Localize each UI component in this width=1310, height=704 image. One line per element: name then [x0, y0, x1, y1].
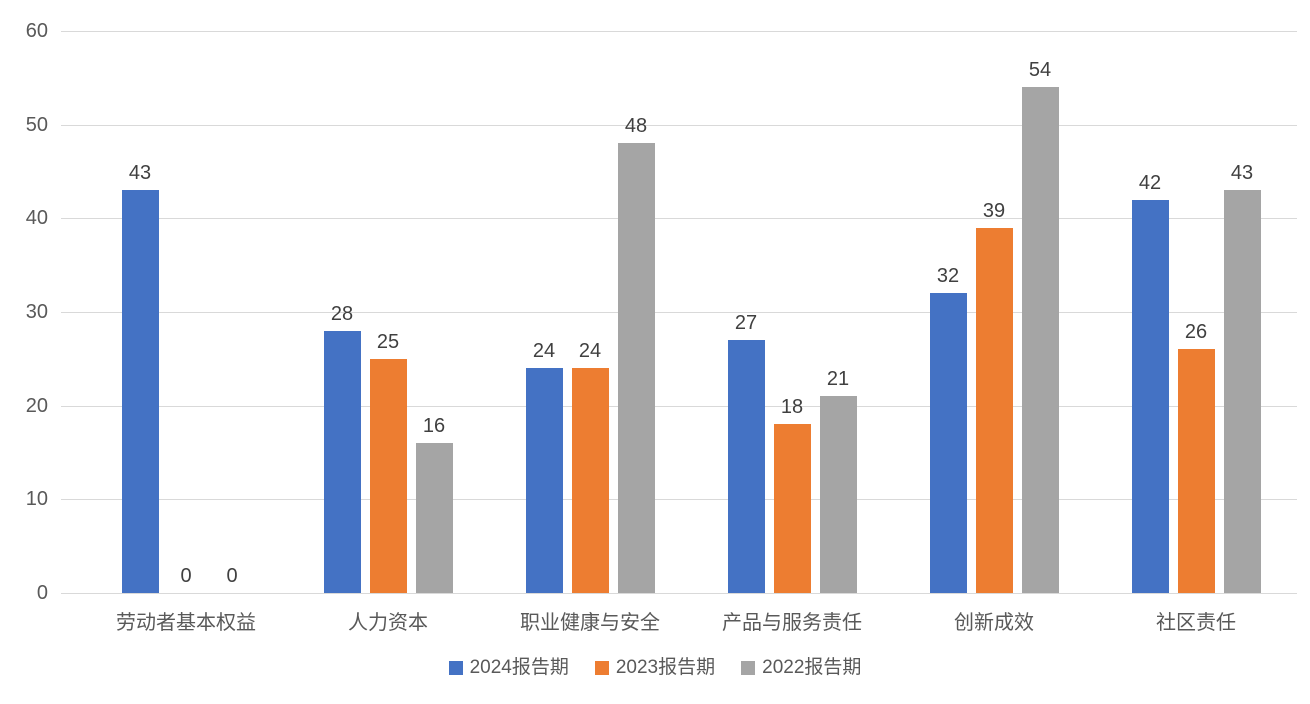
bar-2023报告期-职业健康与安全: 24 [571, 341, 609, 593]
y-axis-tick-label-50: 50 [25, 113, 48, 136]
value-label: 43 [128, 162, 152, 185]
legend-swatch-icon [594, 660, 609, 675]
bar-group-4: 27 18 21 [691, 31, 893, 593]
category-label-1: 劳动者基本权益 [116, 612, 256, 634]
bar-2023报告期-社区责任: 26 [1177, 322, 1215, 593]
value-label: 54 [1028, 59, 1052, 82]
bar-2024报告期-社区责任: 42 [1131, 173, 1169, 593]
gridline-y-40 [61, 218, 1297, 220]
value-label: 39 [982, 199, 1006, 222]
bar-2022报告期-产品与服务责任: 21 [819, 369, 857, 593]
value-label: 43 [1230, 162, 1254, 185]
y-axis-tick-label-30: 30 [25, 301, 48, 323]
gridline-y-30 [61, 312, 1297, 313]
bar-2023报告期-人力资本: 25 [369, 332, 407, 593]
value-label: 24 [578, 340, 602, 363]
bar-2022报告期-人力资本: 16 [415, 416, 453, 593]
legend-item-2023报告期: 2023报告期 [594, 657, 716, 678]
value-label: 48 [624, 115, 648, 138]
gridline-y-50 [61, 124, 1297, 126]
gridline-y-20 [61, 405, 1297, 407]
bar-2024报告期-劳动者基本权益: 43 [121, 163, 159, 593]
value-label: 26 [1184, 321, 1208, 344]
y-axis-tick-label-10: 10 [25, 488, 48, 511]
y-axis-tick-label-40: 40 [25, 207, 48, 230]
bar-group-5: 32 39 54 [893, 31, 1095, 593]
category-label-5: 创新成效 [954, 612, 1034, 634]
value-label: 18 [780, 396, 804, 419]
x-axis: 劳动者基本权益 人力资本 职业健康与安全 产品与服务责任 创新成效 社区责任 [85, 606, 1297, 635]
legend-swatch-icon [448, 660, 463, 675]
legend: 2024报告期 2023报告期 2022报告期 [0, 658, 1310, 677]
value-label: 0 [226, 565, 238, 587]
value-label: 0 [180, 565, 192, 587]
bar-2023报告期-产品与服务责任: 18 [773, 397, 811, 593]
plot-area: 0 10 20 30 40 50 60 43 0 0 28 25 16 24 24 48 27 18 21 32 39… [26, 21, 1297, 634]
bar-group-1: 43 0 0 [85, 31, 287, 593]
bar-2022报告期-创新成效: 54 [1021, 60, 1059, 593]
bar-2024报告期-创新成效: 32 [929, 266, 967, 593]
value-label: 32 [936, 265, 960, 288]
y-axis-tick-label-60: 60 [25, 20, 48, 42]
value-label: 42 [1138, 171, 1162, 194]
category-label-2: 人力资本 [348, 612, 428, 634]
legend-item-2022报告期: 2022报告期 [741, 658, 861, 677]
legend-item-2024报告期: 2024报告期 [448, 657, 569, 678]
category-label-6: 社区责任 [1156, 612, 1236, 634]
bar-group-3: 24 24 48 [489, 31, 691, 593]
legend-swatch-icon [741, 660, 756, 675]
category-label-4: 产品与服务责任 [722, 612, 862, 634]
value-label: 27 [734, 312, 758, 335]
value-label: 25 [376, 330, 400, 353]
value-label: 28 [330, 302, 354, 325]
value-label: 16 [422, 415, 446, 438]
gridline-y-0 [61, 593, 1297, 594]
bar-group-2: 28 25 16 [287, 31, 489, 593]
gridline-y-10 [61, 499, 1297, 501]
bar-2024报告期-职业健康与安全: 24 [525, 341, 563, 593]
value-label: 21 [826, 368, 850, 391]
legend-label: 2024报告期 [469, 657, 569, 678]
bar-2024报告期-产品与服务责任: 27 [727, 313, 765, 593]
gridline-y-60 [61, 31, 1297, 32]
bar-2024报告期-人力资本: 28 [323, 304, 361, 593]
legend-label: 2023报告期 [615, 657, 716, 678]
y-axis-tick-label-0: 0 [36, 582, 48, 604]
bar-2022报告期-职业健康与安全: 48 [617, 116, 655, 593]
bar-2022报告期-社区责任: 43 [1223, 163, 1261, 593]
bar-groups: 43 0 0 28 25 16 24 24 48 27 18 21 32 39 54 42 26 43 [85, 31, 1297, 593]
y-axis-tick-label-20: 20 [25, 394, 48, 417]
bar-2023报告期-创新成效: 39 [975, 201, 1013, 593]
bar-group-6: 42 26 43 [1095, 31, 1297, 593]
legend-label: 2022报告期 [762, 657, 862, 678]
value-label: 24 [532, 340, 556, 363]
category-label-3: 职业健康与安全 [520, 612, 660, 634]
